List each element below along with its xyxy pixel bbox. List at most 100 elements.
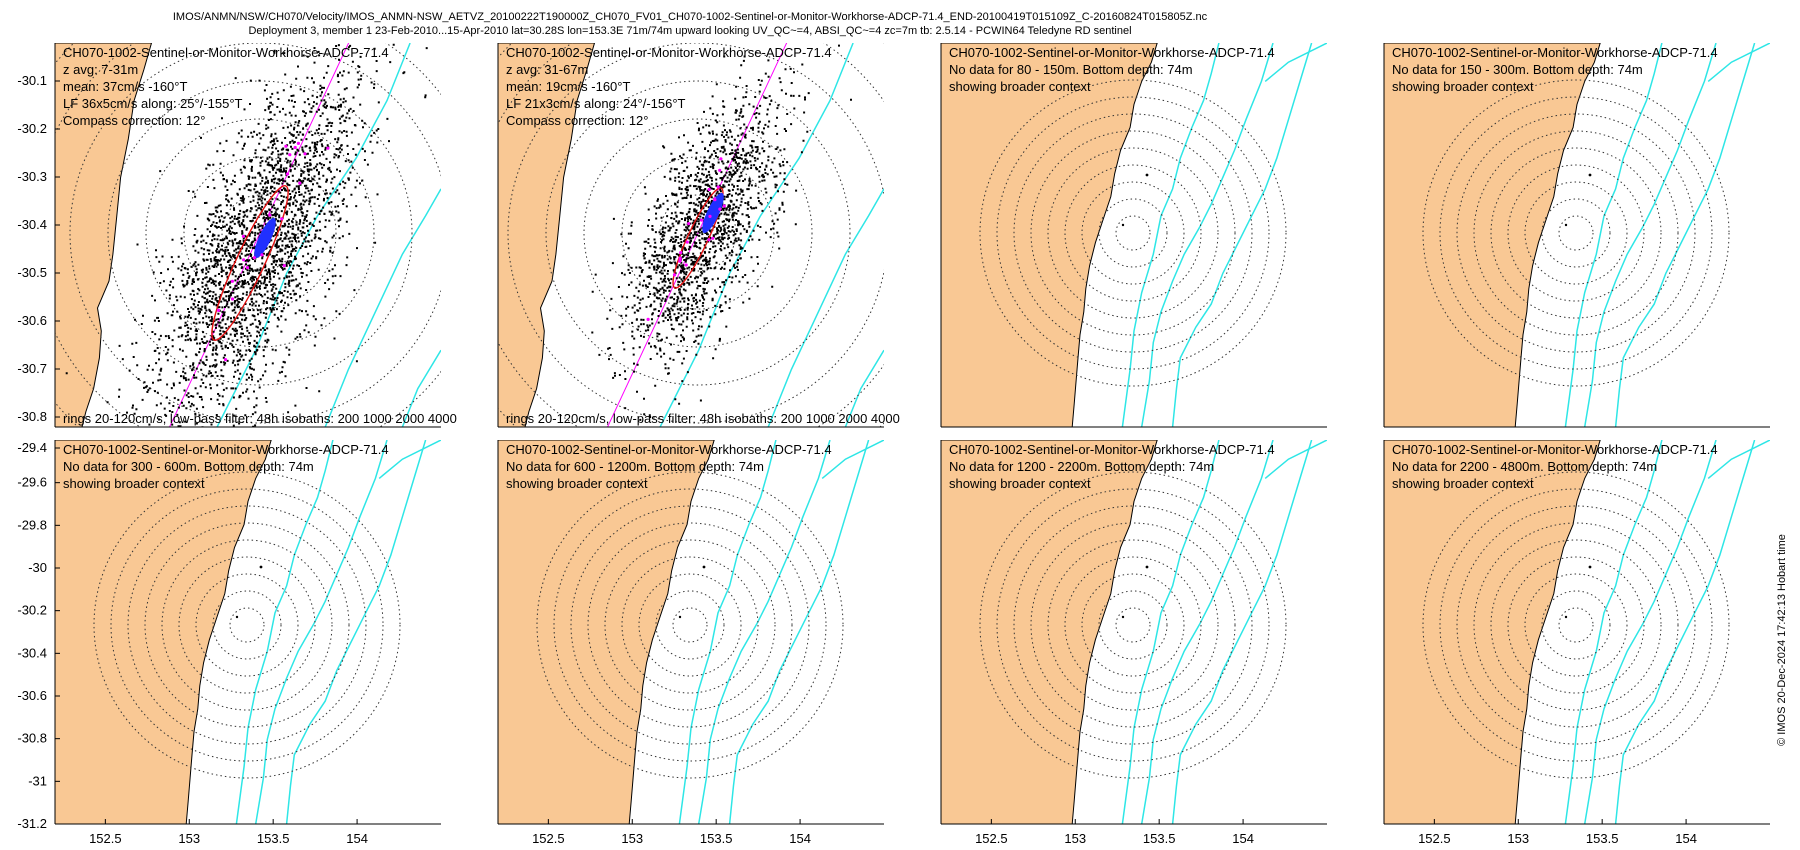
isobath-line xyxy=(767,188,884,427)
isobath-line xyxy=(1264,43,1327,82)
daily-sample-dot xyxy=(288,153,292,157)
mooring-marker xyxy=(678,615,682,619)
y-tick-label: -30.5 xyxy=(17,265,47,280)
daily-sample-dot xyxy=(268,213,272,217)
panel-info-line: LF 21x3cm/s along: 24°/-156°T xyxy=(506,96,686,111)
daily-sample-dot xyxy=(678,258,682,262)
x-tick-label: 153.5 xyxy=(257,831,290,846)
panel-info-line: No data for 2200 - 4800m. Bottom depth: … xyxy=(1392,459,1657,474)
panel-instrument-title: CH070-1002-Sentinel-or-Monitor-Workhorse… xyxy=(949,442,1275,457)
mooring-marker xyxy=(1588,173,1592,177)
mean-velocity-cluster xyxy=(702,192,724,234)
isobath-line xyxy=(1264,440,1327,479)
panel-title-block: CH070-1002-Sentinel-or-Monitor-Workhorse… xyxy=(63,442,389,491)
panel-plot-area xyxy=(941,440,1327,824)
daily-sample-dot xyxy=(722,204,726,208)
speed-ring xyxy=(1030,522,1236,728)
speed-ring xyxy=(587,522,793,728)
daily-sample-dot xyxy=(284,144,288,148)
daily-sample-dot xyxy=(296,141,300,145)
speed-ring xyxy=(212,590,282,660)
panels: CH070-1002-Sentinel-or-Monitor-Workhorse… xyxy=(17,43,1770,846)
daily-sample-dot xyxy=(241,234,245,238)
speed-ring xyxy=(1115,607,1151,643)
speed-ring xyxy=(1473,130,1679,336)
speed-ring xyxy=(145,118,375,348)
isobath-line xyxy=(821,440,884,479)
low-pass-ellipse xyxy=(672,187,724,289)
panel-info-line: No data for 150 - 300m. Bottom depth: 74… xyxy=(1392,62,1643,77)
speed-ring xyxy=(672,607,708,643)
panel-footer-text: rings 20-120cm/s, low-pass filter: 48h i… xyxy=(506,411,900,426)
x-tick-label: 153.5 xyxy=(1586,831,1619,846)
isobath-line xyxy=(1121,43,1220,427)
panel-instrument-title: CH070-1002-Sentinel-or-Monitor-Workhorse… xyxy=(949,45,1275,60)
daily-sample-dot xyxy=(687,222,691,226)
daily-sample-dot xyxy=(713,198,717,202)
principal-axis-line xyxy=(606,43,788,427)
land-area xyxy=(55,440,272,824)
speed-ring xyxy=(659,194,737,272)
speed-ring xyxy=(183,156,337,310)
panel-info-line: showing broader context xyxy=(1392,79,1534,94)
speed-ring xyxy=(1490,147,1662,319)
speed-ring xyxy=(1098,590,1168,660)
speed-ring xyxy=(621,156,775,310)
mooring-marker xyxy=(1564,615,1568,619)
speed-ring xyxy=(161,539,333,711)
speed-ring xyxy=(979,79,1287,387)
isobath-line xyxy=(254,440,388,824)
panel-title-block: CH070-1002-Sentinel-or-Monitor-Workhorse… xyxy=(949,45,1275,94)
y-tick-label: -30.1 xyxy=(17,73,47,88)
land-area xyxy=(498,440,715,824)
isobath-line xyxy=(1614,440,1756,824)
panel-plot-area xyxy=(55,440,441,824)
isobath-line xyxy=(697,440,831,824)
daily-sample-dot xyxy=(216,308,221,312)
panel-plot-area xyxy=(498,43,884,427)
y-tick-label: -30.8 xyxy=(17,731,47,746)
x-tick-label: 153 xyxy=(1507,831,1529,846)
daily-sample-dot xyxy=(719,157,723,161)
daily-sample-dot xyxy=(326,146,330,150)
speed-ring xyxy=(570,505,810,745)
y-tick-label: -31.2 xyxy=(17,816,47,831)
panel-info-line: Compass correction: 12° xyxy=(63,113,205,128)
mooring-marker xyxy=(1145,173,1149,177)
daily-sample-dot xyxy=(646,317,650,321)
speed-ring xyxy=(178,556,316,694)
speed-ring xyxy=(1047,147,1219,319)
x-tick-label: 153.5 xyxy=(1143,831,1176,846)
speed-ring xyxy=(545,80,851,386)
speed-ring xyxy=(507,43,884,424)
isobath-line xyxy=(1171,43,1313,427)
daily-sample-dot xyxy=(672,273,677,277)
mooring-marker xyxy=(702,565,706,569)
speed-ring xyxy=(1422,471,1730,779)
speed-ring xyxy=(553,488,827,762)
speed-ring xyxy=(1081,573,1185,677)
panel-top-4: CH070-1002-Sentinel-or-Monitor-Workhorse… xyxy=(1383,43,1770,428)
land-area xyxy=(55,43,153,427)
daily-sample-dot xyxy=(707,238,711,242)
daily-sample-dot xyxy=(711,236,715,240)
daily-sample-dot xyxy=(223,358,228,362)
panel-title-block: CH070-1002-Sentinel-or-Monitor-Workhorse… xyxy=(1392,442,1718,491)
y-tick-label: -31 xyxy=(28,773,47,788)
speed-ring xyxy=(638,573,742,677)
daily-sample-dot xyxy=(260,253,264,257)
daily-sample-dot xyxy=(252,256,256,260)
speed-ring xyxy=(1558,607,1594,643)
panel-info-line: No data for 80 - 150m. Bottom depth: 74m xyxy=(949,62,1193,77)
y-tick-label: -30.3 xyxy=(17,169,47,184)
x-tick-label: 153 xyxy=(621,831,643,846)
daily-sample-dot xyxy=(230,297,235,301)
panel-info-line: LF 36x5cm/s along: 25°/-155°T xyxy=(63,96,243,111)
velocity-scatter-points xyxy=(65,43,428,427)
x-tick-label: 153 xyxy=(178,831,200,846)
y-tick-label: -30.4 xyxy=(17,645,47,660)
daily-sample-dot xyxy=(679,251,683,255)
isobath-line xyxy=(1140,43,1274,427)
speed-ring xyxy=(996,488,1270,762)
y-tick-label: -30.7 xyxy=(17,361,47,376)
